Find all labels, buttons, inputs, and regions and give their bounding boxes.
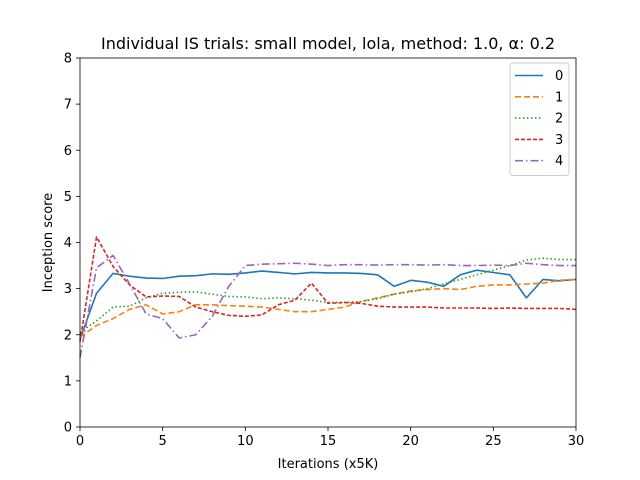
plot-frame [79, 57, 577, 428]
series-line-0 [79, 269, 577, 340]
y-axis-label: Inception score [41, 193, 56, 292]
plot-area [79, 57, 577, 428]
y-tick-label: 8 [64, 52, 72, 67]
y-tick-label: 2 [64, 328, 72, 343]
legend-box [509, 62, 570, 176]
legend-label-2: 2 [555, 112, 563, 127]
series-line-4 [79, 254, 576, 358]
y-tick-label: 3 [64, 282, 72, 297]
series-line-2 [79, 257, 576, 334]
legend-label-0: 0 [555, 69, 563, 84]
y-axis: 0 1 2 3 4 5 6 7 8 [64, 52, 80, 436]
y-tick-label: 7 [64, 98, 72, 113]
legend: 0 1 2 3 4 [509, 62, 570, 176]
x-tick-label: 10 [237, 434, 254, 449]
x-tick-label: 5 [159, 434, 167, 449]
y-tick-label: 4 [64, 236, 72, 251]
legend-label-1: 1 [555, 90, 563, 105]
legend-label-3: 3 [555, 133, 563, 148]
x-tick-label: 15 [320, 434, 337, 449]
x-tick-label: 25 [485, 434, 502, 449]
series-line-1 [79, 278, 577, 338]
y-tick-label: 1 [64, 374, 72, 389]
chart-title: Individual IS trials: small model, lola,… [101, 34, 555, 53]
series-line-3 [79, 236, 577, 342]
legend-label-4: 4 [555, 154, 563, 169]
y-tick-label: 6 [64, 144, 72, 159]
x-axis: 0 5 10 15 20 25 30 [76, 427, 584, 449]
y-tick-label: 5 [64, 190, 72, 205]
x-tick-label: 30 [568, 434, 585, 449]
y-tick-label: 0 [64, 421, 72, 436]
x-axis-label: Iterations (x5K) [278, 457, 379, 472]
x-tick-label: 0 [76, 434, 84, 449]
x-tick-label: 20 [402, 434, 419, 449]
